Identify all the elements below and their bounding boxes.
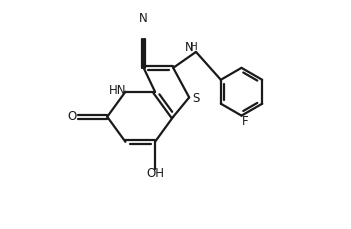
Text: S: S (192, 92, 199, 105)
Text: O: O (67, 110, 77, 123)
Text: N: N (185, 41, 193, 54)
Text: H: H (190, 42, 198, 52)
Text: N: N (139, 12, 148, 25)
Text: F: F (241, 115, 248, 128)
Text: HN: HN (109, 84, 126, 97)
Text: OH: OH (146, 167, 164, 180)
